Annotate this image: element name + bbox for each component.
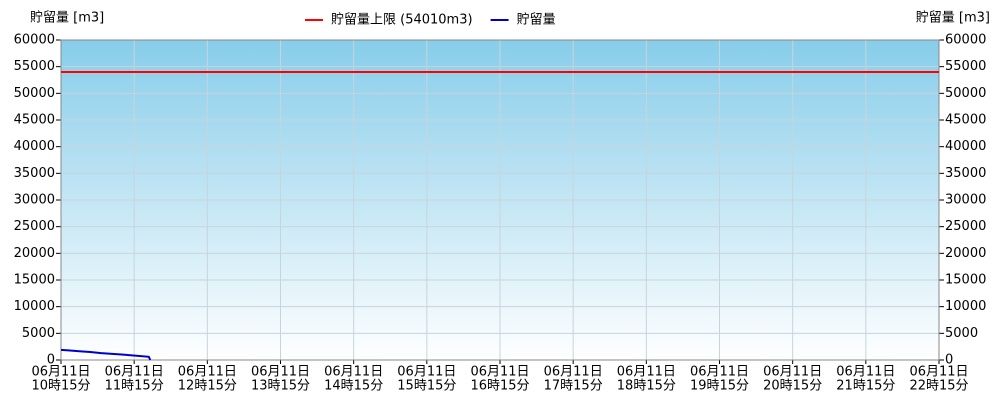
x-tick-label: 06月11日 [909,365,968,380]
y-tick-label: 30000 [14,193,55,208]
y-tick-label: 15000 [14,273,55,288]
x-tick-label: 17時15分 [544,379,603,394]
data-line [60,348,152,361]
y2-tick-label: 0 [945,353,953,368]
x-tick-label: 06月11日 [544,365,603,380]
plot-frame [60,39,940,361]
y2-tick-label: 5000 [945,326,978,341]
y-tick-label: 10000 [14,299,55,314]
x-tick-label: 06月11日 [178,365,237,380]
x-tick-label: 06月11日 [324,365,383,380]
y2-tick-label: 30000 [945,193,986,208]
x-tick-label: 06月11日 [105,365,164,380]
y2-tick-label: 15000 [945,273,986,288]
x-tick-label: 06月11日 [31,365,90,380]
y2-tick-label: 60000 [945,33,986,48]
y-tick-label: 45000 [14,113,55,128]
x-tick-label: 06月11日 [690,365,749,380]
y-tick-label: 55000 [14,59,55,74]
y2-axis-title: 貯留量 [m3] [916,11,990,26]
y2-tick-label: 50000 [945,86,986,101]
x-tick-label: 06月11日 [836,365,895,380]
y-tick-label: 40000 [14,139,55,154]
legend-label: 貯留量上限 (54010m3) [331,13,473,28]
x-tick-label: 06月11日 [470,365,529,380]
y2-tick-label: 35000 [945,166,986,181]
y2-tick-label: 45000 [945,113,986,128]
x-tick-label: 18時15分 [617,379,676,394]
y-tick-label: 60000 [14,33,55,48]
y-tick-label: 35000 [14,166,55,181]
y2-tick-label: 20000 [945,246,986,261]
x-tick-label: 10時15分 [31,379,90,394]
y2-tick-label: 10000 [945,299,986,314]
x-tick-label: 06月11日 [397,365,456,380]
y-axis-title: 貯留量 [m3] [30,11,104,26]
x-tick-label: 19時15分 [690,379,749,394]
x-tick-label: 11時15分 [105,379,164,394]
x-tick-label: 12時15分 [178,379,237,394]
y2-tick-label: 40000 [945,139,986,154]
x-tick-label: 21時15分 [836,379,895,394]
x-tick-label: 06月11日 [763,365,822,380]
y-tick-label: 0 [47,353,55,368]
y-tick-label: 25000 [14,219,55,234]
y2-tick-label: 25000 [945,219,986,234]
legend-label: 貯留量 [517,13,556,28]
x-tick-label: 16時15分 [470,379,529,394]
x-tick-label: 15時15分 [397,379,456,394]
x-tick-label: 14時15分 [324,379,383,394]
y2-tick-label: 55000 [945,59,986,74]
x-tick-label: 06月11日 [617,365,676,380]
x-tick-label: 13時15分 [251,379,310,394]
x-tick-label: 06月11日 [251,365,310,380]
y-tick-label: 5000 [22,326,55,341]
y-tick-label: 50000 [14,86,55,101]
x-tick-label: 20時15分 [763,379,822,394]
x-tick-label: 22時15分 [909,379,968,394]
y-tick-label: 20000 [14,246,55,261]
